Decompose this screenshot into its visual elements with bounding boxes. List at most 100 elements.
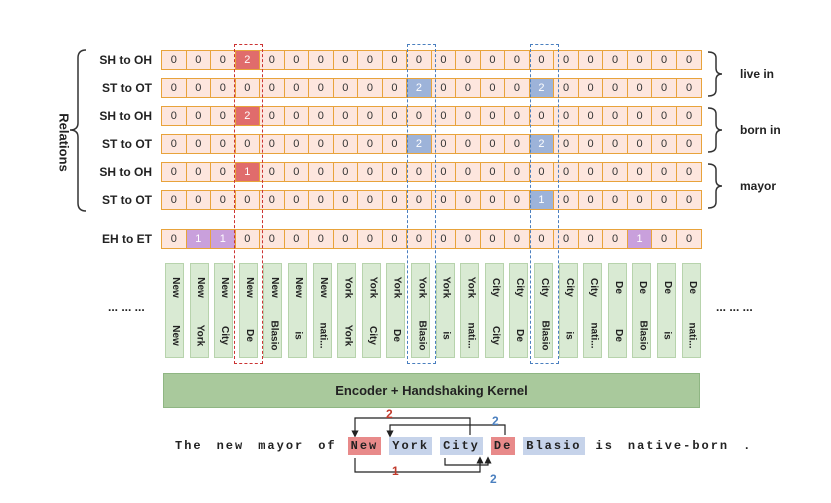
matrix-cell: 0 <box>554 135 579 153</box>
token: Blasio <box>637 319 649 351</box>
matrix-cell: 0 <box>505 230 530 248</box>
matrix-cell: 2 <box>235 107 261 125</box>
token-pair: New City <box>214 263 234 358</box>
matrix-cell: 0 <box>162 191 187 209</box>
matrix-cell: 0 <box>285 79 310 97</box>
token-pair: New Blasio <box>263 263 283 358</box>
token: De <box>661 280 673 294</box>
matrix-cell: 0 <box>383 107 408 125</box>
token: New <box>194 276 206 298</box>
matrix-cell: 0 <box>432 107 457 125</box>
matrix-cell: 0 <box>686 166 693 178</box>
matrix-cell: 0 <box>603 163 628 181</box>
token: City <box>514 277 526 297</box>
highlight-column-blue-1 <box>407 44 436 364</box>
matrix-cell: 0 <box>211 79 236 97</box>
token-pair: York is <box>435 263 455 358</box>
token: nati... <box>588 321 600 349</box>
matrix-cell: 0 <box>236 135 261 153</box>
matrix-cell: 0 <box>187 135 212 153</box>
matrix-cell: 0 <box>652 79 677 97</box>
matrix-cell: 0 <box>686 54 693 66</box>
token-pair: De De <box>607 263 627 358</box>
matrix-cell: 1 <box>529 191 555 209</box>
matrix-cell: 0 <box>603 79 628 97</box>
token: De <box>514 328 526 342</box>
matrix-cell: 0 <box>456 79 481 97</box>
token: City <box>489 277 501 297</box>
matrix-cell: 0 <box>309 230 334 248</box>
matrix-cell: 0 <box>628 79 653 97</box>
matrix-cell: 0 <box>432 135 457 153</box>
arc-label-bottom-red: 1 <box>392 464 399 478</box>
token: City <box>489 325 501 345</box>
matrix-cell: 0 <box>260 107 285 125</box>
matrix-cell: 0 <box>162 135 187 153</box>
matrix-cell: 0 <box>260 191 285 209</box>
eh-row-label: EH to ET <box>102 232 152 246</box>
matrix-cell: 0 <box>505 163 530 181</box>
token-pair: York York <box>337 263 357 358</box>
matrix-cell: 0 <box>652 163 677 181</box>
token: City <box>588 277 600 297</box>
matrix-cell: 0 <box>383 230 408 248</box>
sentence-word: Blasio <box>523 437 585 455</box>
matrix-cell: 0 <box>603 191 628 209</box>
token-pair: City Blasio <box>534 263 553 358</box>
matrix-cell: 1 <box>186 230 212 248</box>
matrix-cell: 0 <box>579 51 604 69</box>
encoder-box: Encoder + Handshaking Kernel <box>163 373 700 408</box>
matrix-cell: 2 <box>529 79 555 97</box>
matrix-cell: 0 <box>358 163 383 181</box>
matrix-cell: 0 <box>456 107 481 125</box>
matrix-cell: 0 <box>285 163 310 181</box>
matrix-cell: 0 <box>187 107 212 125</box>
matrix-cell: 0 <box>432 191 457 209</box>
token-pair: De Blasio <box>632 263 652 358</box>
matrix-cell: 0 <box>309 135 334 153</box>
matrix-cell: 0 <box>358 107 383 125</box>
matrix-cell: 0 <box>211 51 236 69</box>
token: De <box>612 280 624 294</box>
matrix-cell: 0 <box>481 163 506 181</box>
token: De <box>391 328 403 342</box>
token: nati... <box>317 321 329 349</box>
matrix-row-1-label: ST to OT <box>102 81 152 95</box>
token: York <box>194 324 206 346</box>
matrix-cell: 0 <box>481 191 506 209</box>
sentence-word: York <box>389 437 433 455</box>
token-pair: City City <box>484 263 504 358</box>
matrix-cell: 0 <box>686 194 693 206</box>
matrix-cell: 0 <box>628 51 653 69</box>
matrix-cell: 0 <box>456 230 481 248</box>
token: New <box>170 276 181 298</box>
token: York <box>366 276 378 298</box>
matrix-cell: 0 <box>236 79 261 97</box>
matrix-cell: 0 <box>236 230 261 248</box>
token: York <box>342 276 354 298</box>
token: is <box>563 330 575 340</box>
token: nati... <box>686 321 698 349</box>
matrix-cell: 0 <box>334 107 359 125</box>
matrix-cell: 0 <box>334 163 359 181</box>
matrix-cell: 0 <box>407 51 432 69</box>
matrix-cell: 0 <box>162 79 187 97</box>
matrix-cell: 0 <box>481 107 506 125</box>
matrix-cell: 0 <box>554 191 579 209</box>
matrix-cell: 0 <box>260 163 285 181</box>
matrix-cell: 0 <box>652 107 677 125</box>
matrix-cell: 1 <box>627 230 653 248</box>
token-pair: New New <box>165 263 184 358</box>
relation-born-in: born in <box>740 123 781 137</box>
matrix-cell: 1 <box>211 230 236 248</box>
matrix-cell: 0 <box>432 51 457 69</box>
highlight-column-red <box>234 44 263 364</box>
token: nati... <box>465 321 477 349</box>
matrix-cell: 0 <box>162 230 187 248</box>
matrix-cell: 0 <box>211 191 236 209</box>
token: City <box>563 277 575 297</box>
matrix-cell: 0 <box>603 230 628 248</box>
matrix-cell: 0 <box>432 79 457 97</box>
matrix-cell: 0 <box>603 107 628 125</box>
